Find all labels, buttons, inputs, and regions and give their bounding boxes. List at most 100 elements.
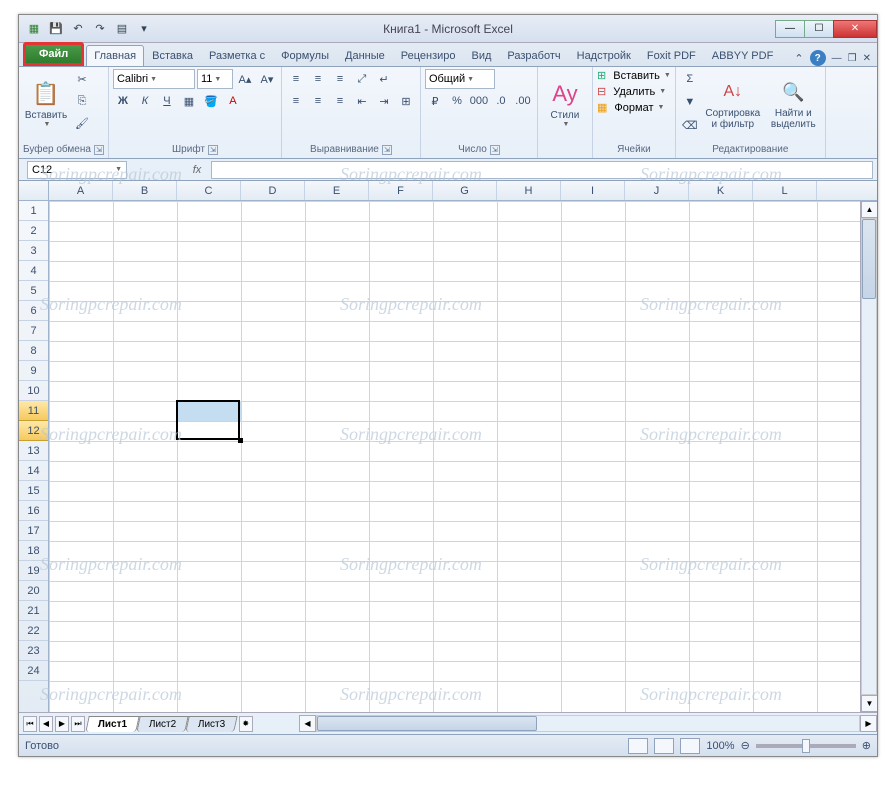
row-header[interactable]: 16 xyxy=(19,501,48,521)
column-header[interactable]: F xyxy=(369,181,433,200)
orientation-icon[interactable]: ⤢ xyxy=(352,69,372,89)
currency-icon[interactable]: ₽ xyxy=(425,91,445,111)
ribbon-tab[interactable]: Формулы xyxy=(273,45,337,66)
shrink-font-icon[interactable]: A▾ xyxy=(257,69,277,89)
column-header[interactable]: I xyxy=(561,181,625,200)
view-page-break-icon[interactable] xyxy=(680,738,700,754)
font-color-icon[interactable]: A xyxy=(223,91,243,111)
row-header[interactable]: 12 xyxy=(19,421,48,441)
merge-icon[interactable]: ⊞ xyxy=(396,91,416,111)
align-top-icon[interactable]: ≡ xyxy=(286,69,306,89)
scroll-up-icon[interactable]: ▲ xyxy=(861,201,877,218)
border-icon[interactable]: ▦ xyxy=(179,91,199,111)
row-header[interactable]: 4 xyxy=(19,261,48,281)
autosum-icon[interactable]: Σ xyxy=(680,69,700,89)
row-header[interactable]: 7 xyxy=(19,321,48,341)
ribbon-tab[interactable]: Данные xyxy=(337,45,393,66)
column-header[interactable]: G xyxy=(433,181,497,200)
styles-button[interactable]: Ay Стили ▼ xyxy=(542,69,588,137)
qat-icon[interactable]: ▤ xyxy=(113,20,131,38)
undo-icon[interactable]: ↶ xyxy=(69,20,87,38)
fill-color-icon[interactable]: 🪣 xyxy=(201,91,221,111)
decrease-decimal-icon[interactable]: .00 xyxy=(513,91,533,111)
new-sheet-icon[interactable]: ✸ xyxy=(239,716,253,732)
file-tab[interactable]: Файл xyxy=(23,42,84,66)
row-header[interactable]: 22 xyxy=(19,621,48,641)
ribbon-tab[interactable]: Надстройк xyxy=(569,45,639,66)
column-header[interactable]: C xyxy=(177,181,241,200)
row-header[interactable]: 2 xyxy=(19,221,48,241)
excel-icon[interactable]: ▦ xyxy=(25,20,43,38)
underline-button[interactable]: Ч xyxy=(157,91,177,111)
indent-decrease-icon[interactable]: ⇤ xyxy=(352,91,372,111)
cut-icon[interactable]: ✂ xyxy=(72,69,92,89)
alignment-launcher-icon[interactable]: ⇲ xyxy=(382,145,392,155)
row-header[interactable]: 19 xyxy=(19,561,48,581)
sort-filter-button[interactable]: A↓ Сортировка и фильтр xyxy=(703,69,763,137)
fx-button[interactable]: fx xyxy=(187,164,207,176)
align-bottom-icon[interactable]: ≡ xyxy=(330,69,350,89)
font-name-combo[interactable]: Calibri▼ xyxy=(113,69,195,89)
italic-button[interactable]: К xyxy=(135,91,155,111)
doc-minimize-icon[interactable]: — xyxy=(832,53,842,64)
row-header[interactable]: 14 xyxy=(19,461,48,481)
row-header[interactable]: 1 xyxy=(19,201,48,221)
sheet-nav-prev-icon[interactable]: ◀ xyxy=(39,716,53,732)
find-select-button[interactable]: 🔍 Найти и выделить xyxy=(766,69,821,137)
paste-button[interactable]: 📋 Вставить ▼ xyxy=(23,69,69,137)
cells-area[interactable] xyxy=(49,201,860,712)
column-header[interactable]: B xyxy=(113,181,177,200)
percent-icon[interactable]: % xyxy=(447,91,467,111)
column-header[interactable]: H xyxy=(497,181,561,200)
row-header[interactable]: 6 xyxy=(19,301,48,321)
zoom-slider[interactable] xyxy=(756,744,856,748)
minimize-button[interactable]: — xyxy=(775,20,805,38)
select-all-corner[interactable] xyxy=(19,181,49,200)
row-header[interactable]: 5 xyxy=(19,281,48,301)
ribbon-tab[interactable]: ABBYY PDF xyxy=(704,45,782,66)
clear-icon[interactable]: ⌫ xyxy=(680,115,700,135)
ribbon-minimize-icon[interactable]: ⌃ xyxy=(794,52,803,65)
align-center-icon[interactable]: ≡ xyxy=(308,91,328,111)
view-normal-icon[interactable] xyxy=(628,738,648,754)
horizontal-scrollbar[interactable]: ◀ ▶ xyxy=(299,713,877,734)
row-header[interactable]: 15 xyxy=(19,481,48,501)
row-header[interactable]: 23 xyxy=(19,641,48,661)
ribbon-tab[interactable]: Разметка с xyxy=(201,45,273,66)
row-header[interactable]: 20 xyxy=(19,581,48,601)
row-header[interactable]: 11 xyxy=(19,401,48,421)
ribbon-tab[interactable]: Вставка xyxy=(144,45,201,66)
clipboard-launcher-icon[interactable]: ⇲ xyxy=(94,145,104,155)
ribbon-tab[interactable]: Главная xyxy=(86,45,144,66)
row-header[interactable]: 13 xyxy=(19,441,48,461)
sheet-nav-next-icon[interactable]: ▶ xyxy=(55,716,69,732)
fill-handle[interactable] xyxy=(238,438,243,443)
zoom-in-button[interactable]: ⊕ xyxy=(862,739,871,752)
sheet-tab[interactable]: Лист2 xyxy=(136,716,189,732)
vertical-scrollbar[interactable]: ▲ ▼ xyxy=(860,201,877,712)
formula-input[interactable] xyxy=(211,161,873,179)
ribbon-tab[interactable]: Разработч xyxy=(499,45,568,66)
number-launcher-icon[interactable]: ⇲ xyxy=(490,145,500,155)
bold-button[interactable]: Ж xyxy=(113,91,133,111)
column-header[interactable]: E xyxy=(305,181,369,200)
zoom-thumb[interactable] xyxy=(802,739,810,753)
grow-font-icon[interactable]: A▴ xyxy=(235,69,255,89)
vscroll-thumb[interactable] xyxy=(862,219,876,299)
sheet-tab[interactable]: Лист1 xyxy=(85,716,140,732)
sheet-nav-last-icon[interactable]: ⏭ xyxy=(71,716,85,732)
row-header[interactable]: 3 xyxy=(19,241,48,261)
indent-increase-icon[interactable]: ⇥ xyxy=(374,91,394,111)
delete-cells-button[interactable]: ⊟ Удалить▼ xyxy=(597,85,671,98)
align-middle-icon[interactable]: ≡ xyxy=(308,69,328,89)
scroll-left-icon[interactable]: ◀ xyxy=(299,715,316,732)
name-box[interactable]: C12▼ xyxy=(27,161,127,179)
zoom-out-button[interactable]: ⊖ xyxy=(741,739,750,752)
number-format-combo[interactable]: Общий▼ xyxy=(425,69,495,89)
maximize-button[interactable]: ☐ xyxy=(804,20,834,38)
save-icon[interactable]: 💾 xyxy=(47,20,65,38)
redo-icon[interactable]: ↷ xyxy=(91,20,109,38)
comma-icon[interactable]: 000 xyxy=(469,91,489,111)
close-button[interactable]: ✕ xyxy=(833,20,877,38)
row-header[interactable]: 9 xyxy=(19,361,48,381)
